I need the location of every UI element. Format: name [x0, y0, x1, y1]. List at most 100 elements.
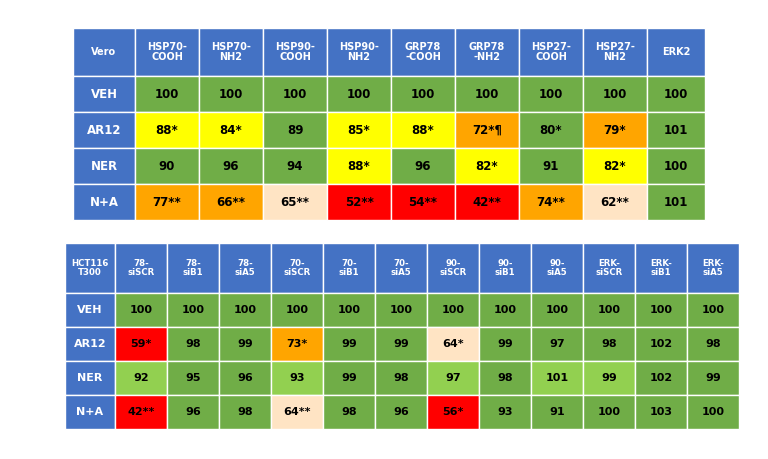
Text: GRP78
-NH2: GRP78 -NH2: [469, 42, 505, 62]
Text: 99: 99: [341, 339, 357, 349]
Text: 100: 100: [664, 159, 688, 173]
FancyBboxPatch shape: [73, 28, 135, 76]
FancyBboxPatch shape: [455, 148, 519, 184]
Text: 100: 100: [389, 305, 412, 315]
Text: NER: NER: [78, 373, 103, 383]
Text: 90-
siA5: 90- siA5: [547, 259, 568, 277]
Text: 99: 99: [497, 339, 513, 349]
Text: 66**: 66**: [217, 196, 246, 208]
FancyBboxPatch shape: [65, 293, 115, 327]
Text: 96: 96: [223, 159, 240, 173]
FancyBboxPatch shape: [263, 148, 327, 184]
Text: 101: 101: [545, 373, 568, 383]
FancyBboxPatch shape: [479, 327, 531, 361]
FancyBboxPatch shape: [271, 327, 323, 361]
FancyBboxPatch shape: [455, 112, 519, 148]
Text: 100: 100: [411, 88, 435, 101]
FancyBboxPatch shape: [427, 293, 479, 327]
FancyBboxPatch shape: [327, 148, 391, 184]
Text: 88*: 88*: [348, 159, 370, 173]
FancyBboxPatch shape: [219, 395, 271, 429]
Text: 96: 96: [185, 407, 201, 417]
Text: N+A: N+A: [77, 407, 104, 417]
Text: 91: 91: [543, 159, 559, 173]
Text: 94: 94: [286, 159, 303, 173]
FancyBboxPatch shape: [219, 293, 271, 327]
FancyBboxPatch shape: [219, 361, 271, 395]
Text: HSP90-
COOH: HSP90- COOH: [275, 42, 315, 62]
Text: 100: 100: [701, 407, 724, 417]
Text: 100: 100: [181, 305, 204, 315]
FancyBboxPatch shape: [391, 28, 455, 76]
Text: 72*¶: 72*¶: [472, 123, 502, 136]
FancyBboxPatch shape: [327, 76, 391, 112]
Text: 100: 100: [701, 305, 724, 315]
Text: 98: 98: [237, 407, 253, 417]
FancyBboxPatch shape: [531, 327, 583, 361]
Text: 88*: 88*: [412, 123, 435, 136]
FancyBboxPatch shape: [427, 395, 479, 429]
FancyBboxPatch shape: [583, 148, 647, 184]
FancyBboxPatch shape: [647, 28, 705, 76]
Text: 102: 102: [650, 373, 673, 383]
Text: 96: 96: [237, 373, 253, 383]
Text: 98: 98: [341, 407, 357, 417]
FancyBboxPatch shape: [327, 28, 391, 76]
FancyBboxPatch shape: [375, 327, 427, 361]
Text: ERK-
siA5: ERK- siA5: [702, 259, 724, 277]
FancyBboxPatch shape: [135, 184, 199, 220]
Text: 74**: 74**: [537, 196, 565, 208]
FancyBboxPatch shape: [115, 327, 167, 361]
Text: HCT116
T300: HCT116 T300: [71, 259, 109, 277]
Text: 97: 97: [445, 373, 461, 383]
Text: 85*: 85*: [348, 123, 370, 136]
FancyBboxPatch shape: [199, 76, 263, 112]
FancyBboxPatch shape: [219, 327, 271, 361]
Text: 99: 99: [341, 373, 357, 383]
Text: 95: 95: [185, 373, 200, 383]
FancyBboxPatch shape: [199, 28, 263, 76]
FancyBboxPatch shape: [479, 361, 531, 395]
Text: 88*: 88*: [156, 123, 178, 136]
FancyBboxPatch shape: [323, 327, 375, 361]
Text: 91: 91: [549, 407, 564, 417]
FancyBboxPatch shape: [479, 395, 531, 429]
Text: HSP70-
COOH: HSP70- COOH: [147, 42, 187, 62]
Text: 52**: 52**: [345, 196, 373, 208]
Text: 82*: 82*: [475, 159, 498, 173]
FancyBboxPatch shape: [455, 184, 519, 220]
Text: 90-
siB1: 90- siB1: [495, 259, 515, 277]
FancyBboxPatch shape: [647, 184, 705, 220]
FancyBboxPatch shape: [375, 243, 427, 293]
FancyBboxPatch shape: [583, 293, 635, 327]
Text: AR12: AR12: [87, 123, 121, 136]
FancyBboxPatch shape: [427, 361, 479, 395]
Text: ERK-
siSCR: ERK- siSCR: [595, 259, 623, 277]
FancyBboxPatch shape: [323, 395, 375, 429]
Text: HSP90-
NH2: HSP90- NH2: [339, 42, 379, 62]
Text: 42**: 42**: [472, 196, 502, 208]
FancyBboxPatch shape: [583, 112, 647, 148]
Text: 100: 100: [598, 407, 621, 417]
Text: NER: NER: [91, 159, 118, 173]
FancyBboxPatch shape: [687, 395, 739, 429]
FancyBboxPatch shape: [647, 112, 705, 148]
FancyBboxPatch shape: [323, 361, 375, 395]
Text: 56*: 56*: [442, 407, 464, 417]
Text: 100: 100: [442, 305, 465, 315]
Text: 99: 99: [393, 339, 409, 349]
Text: 100: 100: [233, 305, 257, 315]
FancyBboxPatch shape: [583, 327, 635, 361]
Text: 102: 102: [650, 339, 673, 349]
FancyBboxPatch shape: [323, 243, 375, 293]
FancyBboxPatch shape: [73, 184, 135, 220]
Text: HSP27-
COOH: HSP27- COOH: [531, 42, 571, 62]
FancyBboxPatch shape: [635, 395, 687, 429]
FancyBboxPatch shape: [327, 112, 391, 148]
FancyBboxPatch shape: [271, 361, 323, 395]
Text: 99: 99: [237, 339, 253, 349]
Text: 70-
siB1: 70- siB1: [339, 259, 359, 277]
FancyBboxPatch shape: [167, 327, 219, 361]
Text: 100: 100: [603, 88, 627, 101]
Text: GRP78
-COOH: GRP78 -COOH: [405, 42, 441, 62]
